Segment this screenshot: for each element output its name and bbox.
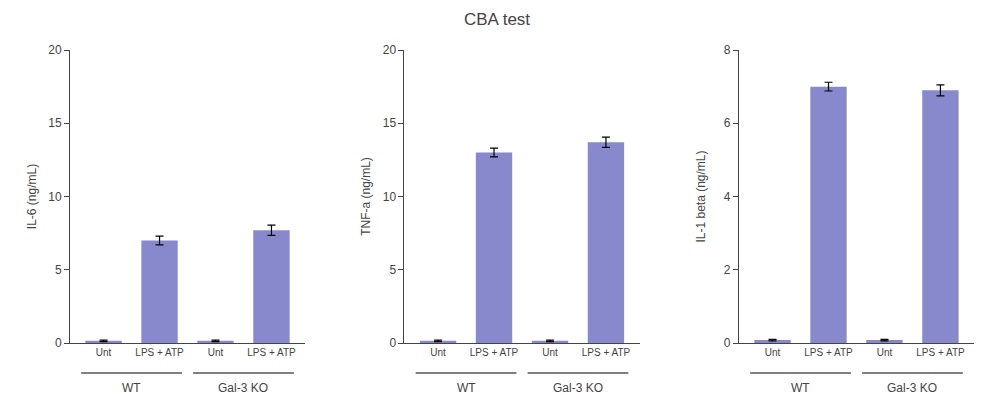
svg-text:Unt: Unt xyxy=(208,347,224,358)
svg-text:Unt: Unt xyxy=(542,347,558,358)
svg-text:LPS + ATP: LPS + ATP xyxy=(582,347,631,358)
svg-text:20: 20 xyxy=(48,43,62,57)
svg-text:Gal-3 KO: Gal-3 KO xyxy=(887,381,937,395)
svg-text:Gal-3 KO: Gal-3 KO xyxy=(553,381,603,395)
svg-text:LPS + ATP: LPS + ATP xyxy=(247,347,296,358)
svg-text:WT: WT xyxy=(457,381,476,395)
svg-text:TNF-a (ng/mL): TNF-a (ng/mL) xyxy=(359,157,373,236)
svg-text:10: 10 xyxy=(48,190,62,204)
svg-text:4: 4 xyxy=(724,190,731,204)
svg-text:Unt: Unt xyxy=(430,347,446,358)
svg-text:15: 15 xyxy=(383,116,397,130)
svg-text:Unt: Unt xyxy=(765,347,781,358)
svg-text:LPS + ATP: LPS + ATP xyxy=(916,347,965,358)
svg-text:CBA test: CBA test xyxy=(464,10,530,29)
svg-text:LPS + ATP: LPS + ATP xyxy=(135,347,184,358)
svg-text:0: 0 xyxy=(724,336,731,350)
svg-text:15: 15 xyxy=(48,116,62,130)
svg-text:5: 5 xyxy=(389,263,396,277)
svg-text:10: 10 xyxy=(383,190,397,204)
svg-text:0: 0 xyxy=(389,336,396,350)
svg-text:LPS + ATP: LPS + ATP xyxy=(470,347,519,358)
svg-text:IL-1 beta (ng/mL): IL-1 beta (ng/mL) xyxy=(694,150,708,242)
svg-text:Unt: Unt xyxy=(96,347,112,358)
svg-text:8: 8 xyxy=(724,43,731,57)
svg-text:20: 20 xyxy=(383,43,397,57)
svg-text:Gal-3 KO: Gal-3 KO xyxy=(218,381,268,395)
svg-text:6: 6 xyxy=(724,116,731,130)
svg-text:5: 5 xyxy=(55,263,62,277)
svg-text:WT: WT xyxy=(791,381,810,395)
svg-text:0: 0 xyxy=(55,336,62,350)
svg-text:IL-6 (ng/mL): IL-6 (ng/mL) xyxy=(25,164,39,229)
svg-text:WT: WT xyxy=(122,381,141,395)
svg-text:2: 2 xyxy=(724,263,731,277)
svg-text:LPS + ATP: LPS + ATP xyxy=(804,347,853,358)
svg-text:Unt: Unt xyxy=(877,347,893,358)
